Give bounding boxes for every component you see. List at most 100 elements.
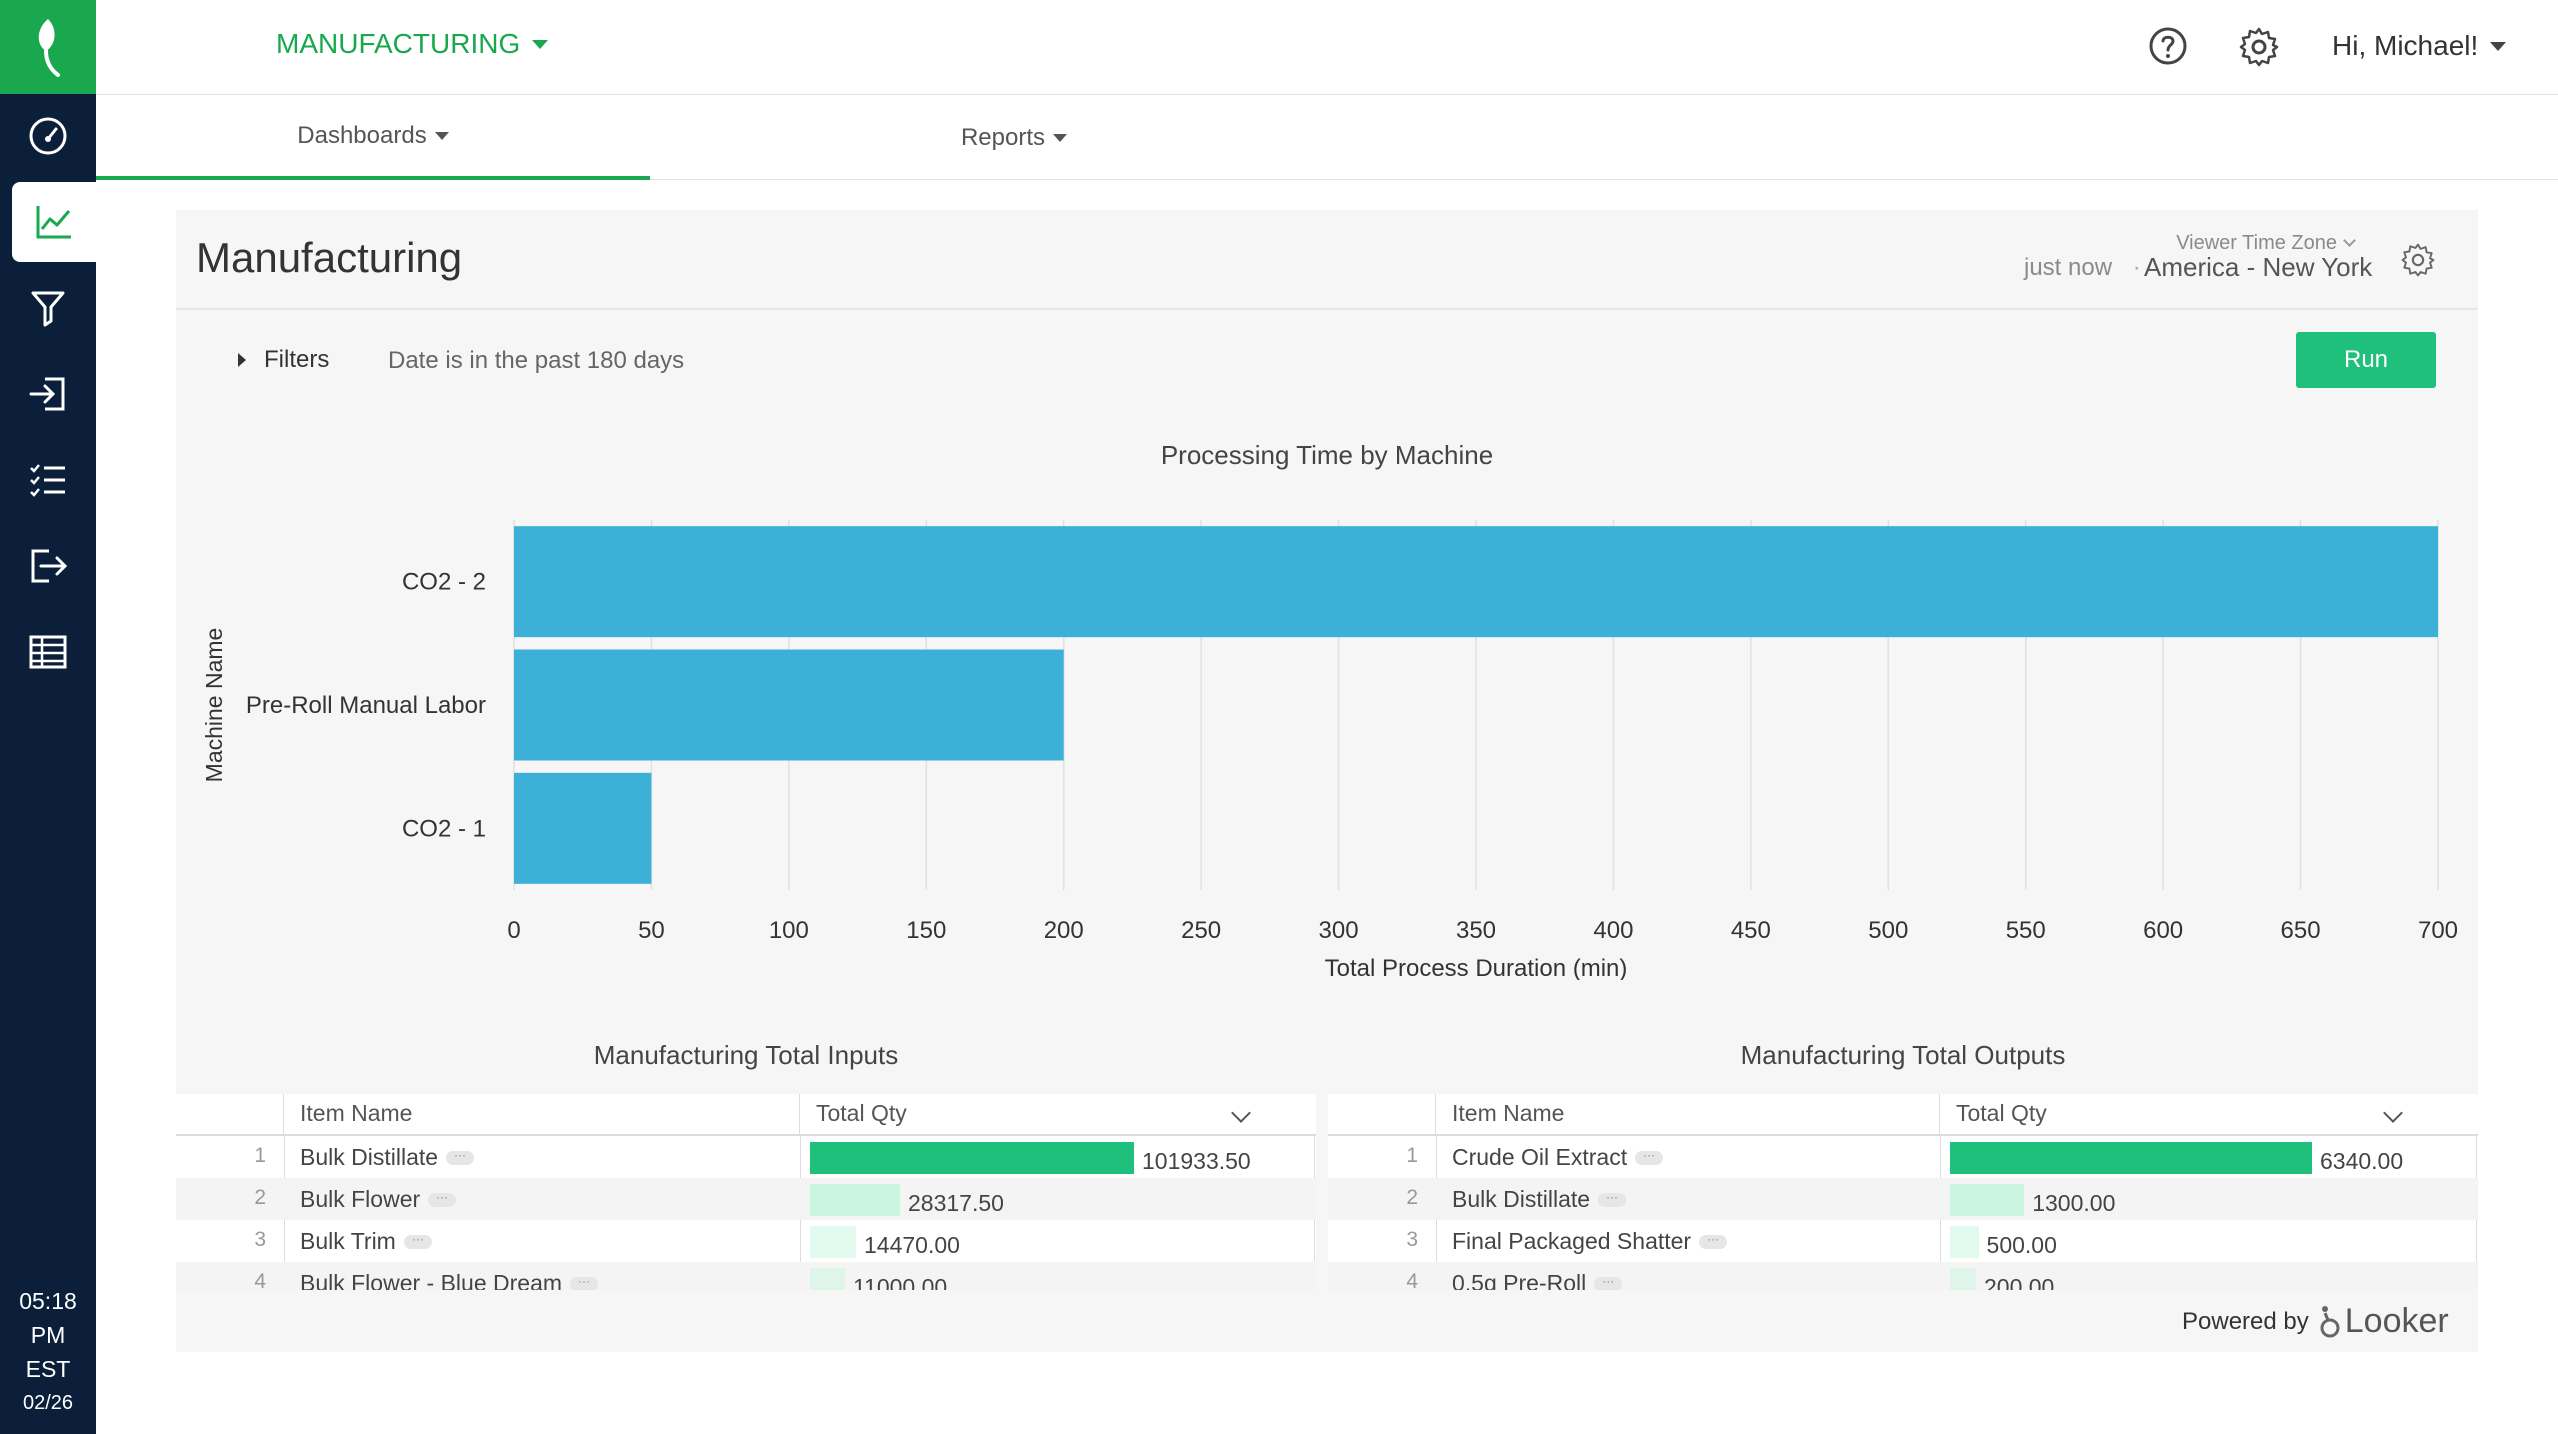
qty-bar [1950, 1142, 2312, 1174]
timezone-label: Viewer Time Zone [2176, 232, 2337, 254]
timezone-value[interactable]: America - New York [2144, 252, 2373, 282]
clock-date: 02/26 [22, 1392, 74, 1414]
sidebar-item-export[interactable] [0, 526, 96, 606]
outputs-table: Item Name Total Qty 1 Crude Oil Extract ··… [1328, 1094, 2478, 1290]
more-options-icon[interactable]: ··· [428, 1191, 457, 1207]
app-switcher-button[interactable]: MANUFACTURING [276, 28, 549, 60]
x-tick-label: 400 [1593, 917, 1633, 944]
qty-bar [810, 1226, 856, 1258]
chevron-down-icon [532, 39, 549, 49]
more-options-icon[interactable]: ··· [446, 1149, 475, 1165]
qty-bar [810, 1142, 1134, 1174]
table-row[interactable]: 1 Crude Oil Extract ··· 6340.00 [1328, 1136, 2478, 1178]
dashboard-title: Manufacturing [196, 234, 463, 281]
table-row[interactable]: 3 Bulk Trim ··· 14470.00 [176, 1220, 1316, 1262]
qty-bar [1950, 1226, 1979, 1258]
table-row[interactable]: 4 0.5g Pre-Roll ··· 200.00 [1328, 1262, 2478, 1290]
filters-toggle[interactable]: Filters [238, 346, 329, 374]
clock-time: 05:18 [19, 1288, 77, 1314]
inputs-table-title: Manufacturing Total Inputs [593, 1040, 899, 1070]
item-name-header[interactable]: Item Name [284, 1094, 800, 1136]
dashboard-panel: Manufacturing Viewer Time Zone just now … [176, 210, 2478, 1352]
sort-descending-icon[interactable] [1231, 1103, 1251, 1123]
item-name-cell: Bulk Flower ··· [300, 1186, 457, 1213]
table-row[interactable]: 4 Bulk Flower - Blue Dream ··· 11000.00 [176, 1262, 1316, 1290]
more-options-icon[interactable]: ··· [1594, 1275, 1623, 1290]
filters-label: Filters [264, 346, 330, 373]
row-index: 2 [1406, 1186, 1418, 1209]
app-switcher-label: MANUFACTURING [276, 28, 521, 59]
sign-out-icon [31, 549, 68, 583]
tab-dashboards[interactable]: Dashboards [96, 95, 650, 180]
total-qty-header[interactable]: Total Qty [1956, 1100, 2047, 1126]
qty-value: 6340.00 [2320, 1148, 2404, 1174]
dashboard-gear-icon[interactable] [2400, 242, 2436, 278]
sidebar-item-import[interactable] [0, 354, 96, 434]
filter-summary: Date is in the past 180 days [388, 347, 685, 374]
table-row[interactable]: 1 Bulk Distillate ··· 101933.50 [176, 1136, 1316, 1178]
sort-descending-icon[interactable] [2383, 1103, 2403, 1123]
row-index: 1 [1406, 1144, 1418, 1167]
gear-icon[interactable] [2238, 26, 2280, 68]
total-qty-header[interactable]: Total Qty [816, 1100, 907, 1126]
tab-reports[interactable]: Reports [840, 95, 1188, 180]
sidebar-item-speedometer[interactable] [0, 96, 96, 176]
item-name-cell: Crude Oil Extract ··· [1452, 1144, 1664, 1171]
item-name-cell: Bulk Distillate ··· [300, 1144, 475, 1171]
more-options-icon[interactable]: ··· [570, 1275, 599, 1290]
more-options-icon[interactable]: ··· [1598, 1191, 1627, 1207]
qty-value: 14470.00 [863, 1232, 960, 1258]
x-tick-label: 300 [1319, 917, 1359, 944]
table-row[interactable]: 3 Final Packaged Shatter ··· 500.00 [1328, 1220, 2478, 1262]
item-name: Bulk Distillate [300, 1144, 439, 1170]
item-name: Bulk Distillate [1452, 1186, 1591, 1212]
item-name-cell: Bulk Trim ··· [300, 1228, 432, 1255]
powered-by-label: Powered by [2182, 1307, 2309, 1335]
row-index: 2 [254, 1186, 266, 1209]
table-header: Item Name Total Qty [176, 1094, 1316, 1136]
sidebar-item-analytics[interactable] [12, 182, 96, 262]
processing-time-chart: 0 50 100 150 200 250 300 350 400 450 500 550 600 650 7… [201, 520, 2458, 980]
last-updated-text: just now [2024, 254, 2113, 281]
table-row[interactable]: 2 Bulk Flower ··· 28317.50 [176, 1178, 1316, 1220]
qty-value: 200.00 [1984, 1274, 2055, 1290]
item-name-cell: Final Packaged Shatter ··· [1452, 1228, 1728, 1255]
row-index: 4 [1406, 1270, 1418, 1290]
x-tick-label: 50 [638, 917, 665, 944]
qty-bar [1950, 1184, 2025, 1216]
chart-title: Processing Time by Machine [1160, 440, 1494, 470]
y-axis-label: Machine Name [201, 628, 227, 783]
x-tick-label: 200 [1044, 917, 1084, 944]
row-index: 4 [254, 1270, 266, 1290]
clock-timezone: EST [25, 1356, 71, 1382]
run-button[interactable]: Run [2296, 332, 2436, 388]
item-name-cell: 0.5g Pre-Roll ··· [1452, 1270, 1623, 1290]
sidebar-item-checklist[interactable] [0, 440, 96, 520]
qty-bar [810, 1268, 845, 1290]
sidebar: 05:18 PM EST 02/26 [0, 0, 96, 1434]
inputs-rows: 1 Bulk Distillate ··· 101933.50 2 Bulk Flower… [176, 1136, 1316, 1290]
x-tick-label: 100 [769, 917, 809, 944]
bar [514, 772, 652, 884]
more-options-icon[interactable]: ··· [403, 1233, 432, 1249]
app-logo[interactable] [0, 0, 96, 94]
more-options-icon[interactable]: ··· [1699, 1233, 1728, 1249]
looker-logo[interactable]: Looker [2319, 1302, 2449, 1341]
filters-row: Filters Date is in the past 180 days Run [176, 310, 2478, 410]
help-icon[interactable] [2148, 26, 2188, 66]
user-menu[interactable]: Hi, Michael! [2332, 30, 2507, 62]
x-tick-label: 0 [507, 917, 520, 944]
sidebar-item-table[interactable] [0, 612, 96, 692]
item-name: Bulk Trim [300, 1228, 396, 1254]
top-bar: MANUFACTURING Hi, Michael! [96, 0, 2558, 95]
user-greeting: Hi, Michael! [2332, 30, 2479, 61]
timezone-selector[interactable]: Viewer Time Zone [2176, 232, 2356, 255]
x-tick-label: 600 [2143, 917, 2183, 944]
line-chart-icon [36, 206, 71, 239]
more-options-icon[interactable]: ··· [1635, 1149, 1664, 1165]
clock: 05:18 PM EST 02/26 [0, 1284, 96, 1434]
item-name-header[interactable]: Item Name [1436, 1094, 1940, 1136]
table-row[interactable]: 2 Bulk Distillate ··· 1300.00 [1328, 1178, 2478, 1220]
funnel-icon [31, 291, 65, 327]
sidebar-item-filter[interactable] [0, 268, 96, 348]
